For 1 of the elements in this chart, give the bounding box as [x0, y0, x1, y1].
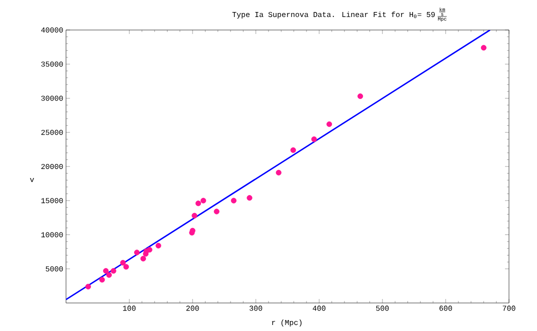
text: $\frac{\frac{\mathrm{km}}{\mathrm{s}}}{\mathrm{Mpc}}$	[438, 8, 447, 22]
